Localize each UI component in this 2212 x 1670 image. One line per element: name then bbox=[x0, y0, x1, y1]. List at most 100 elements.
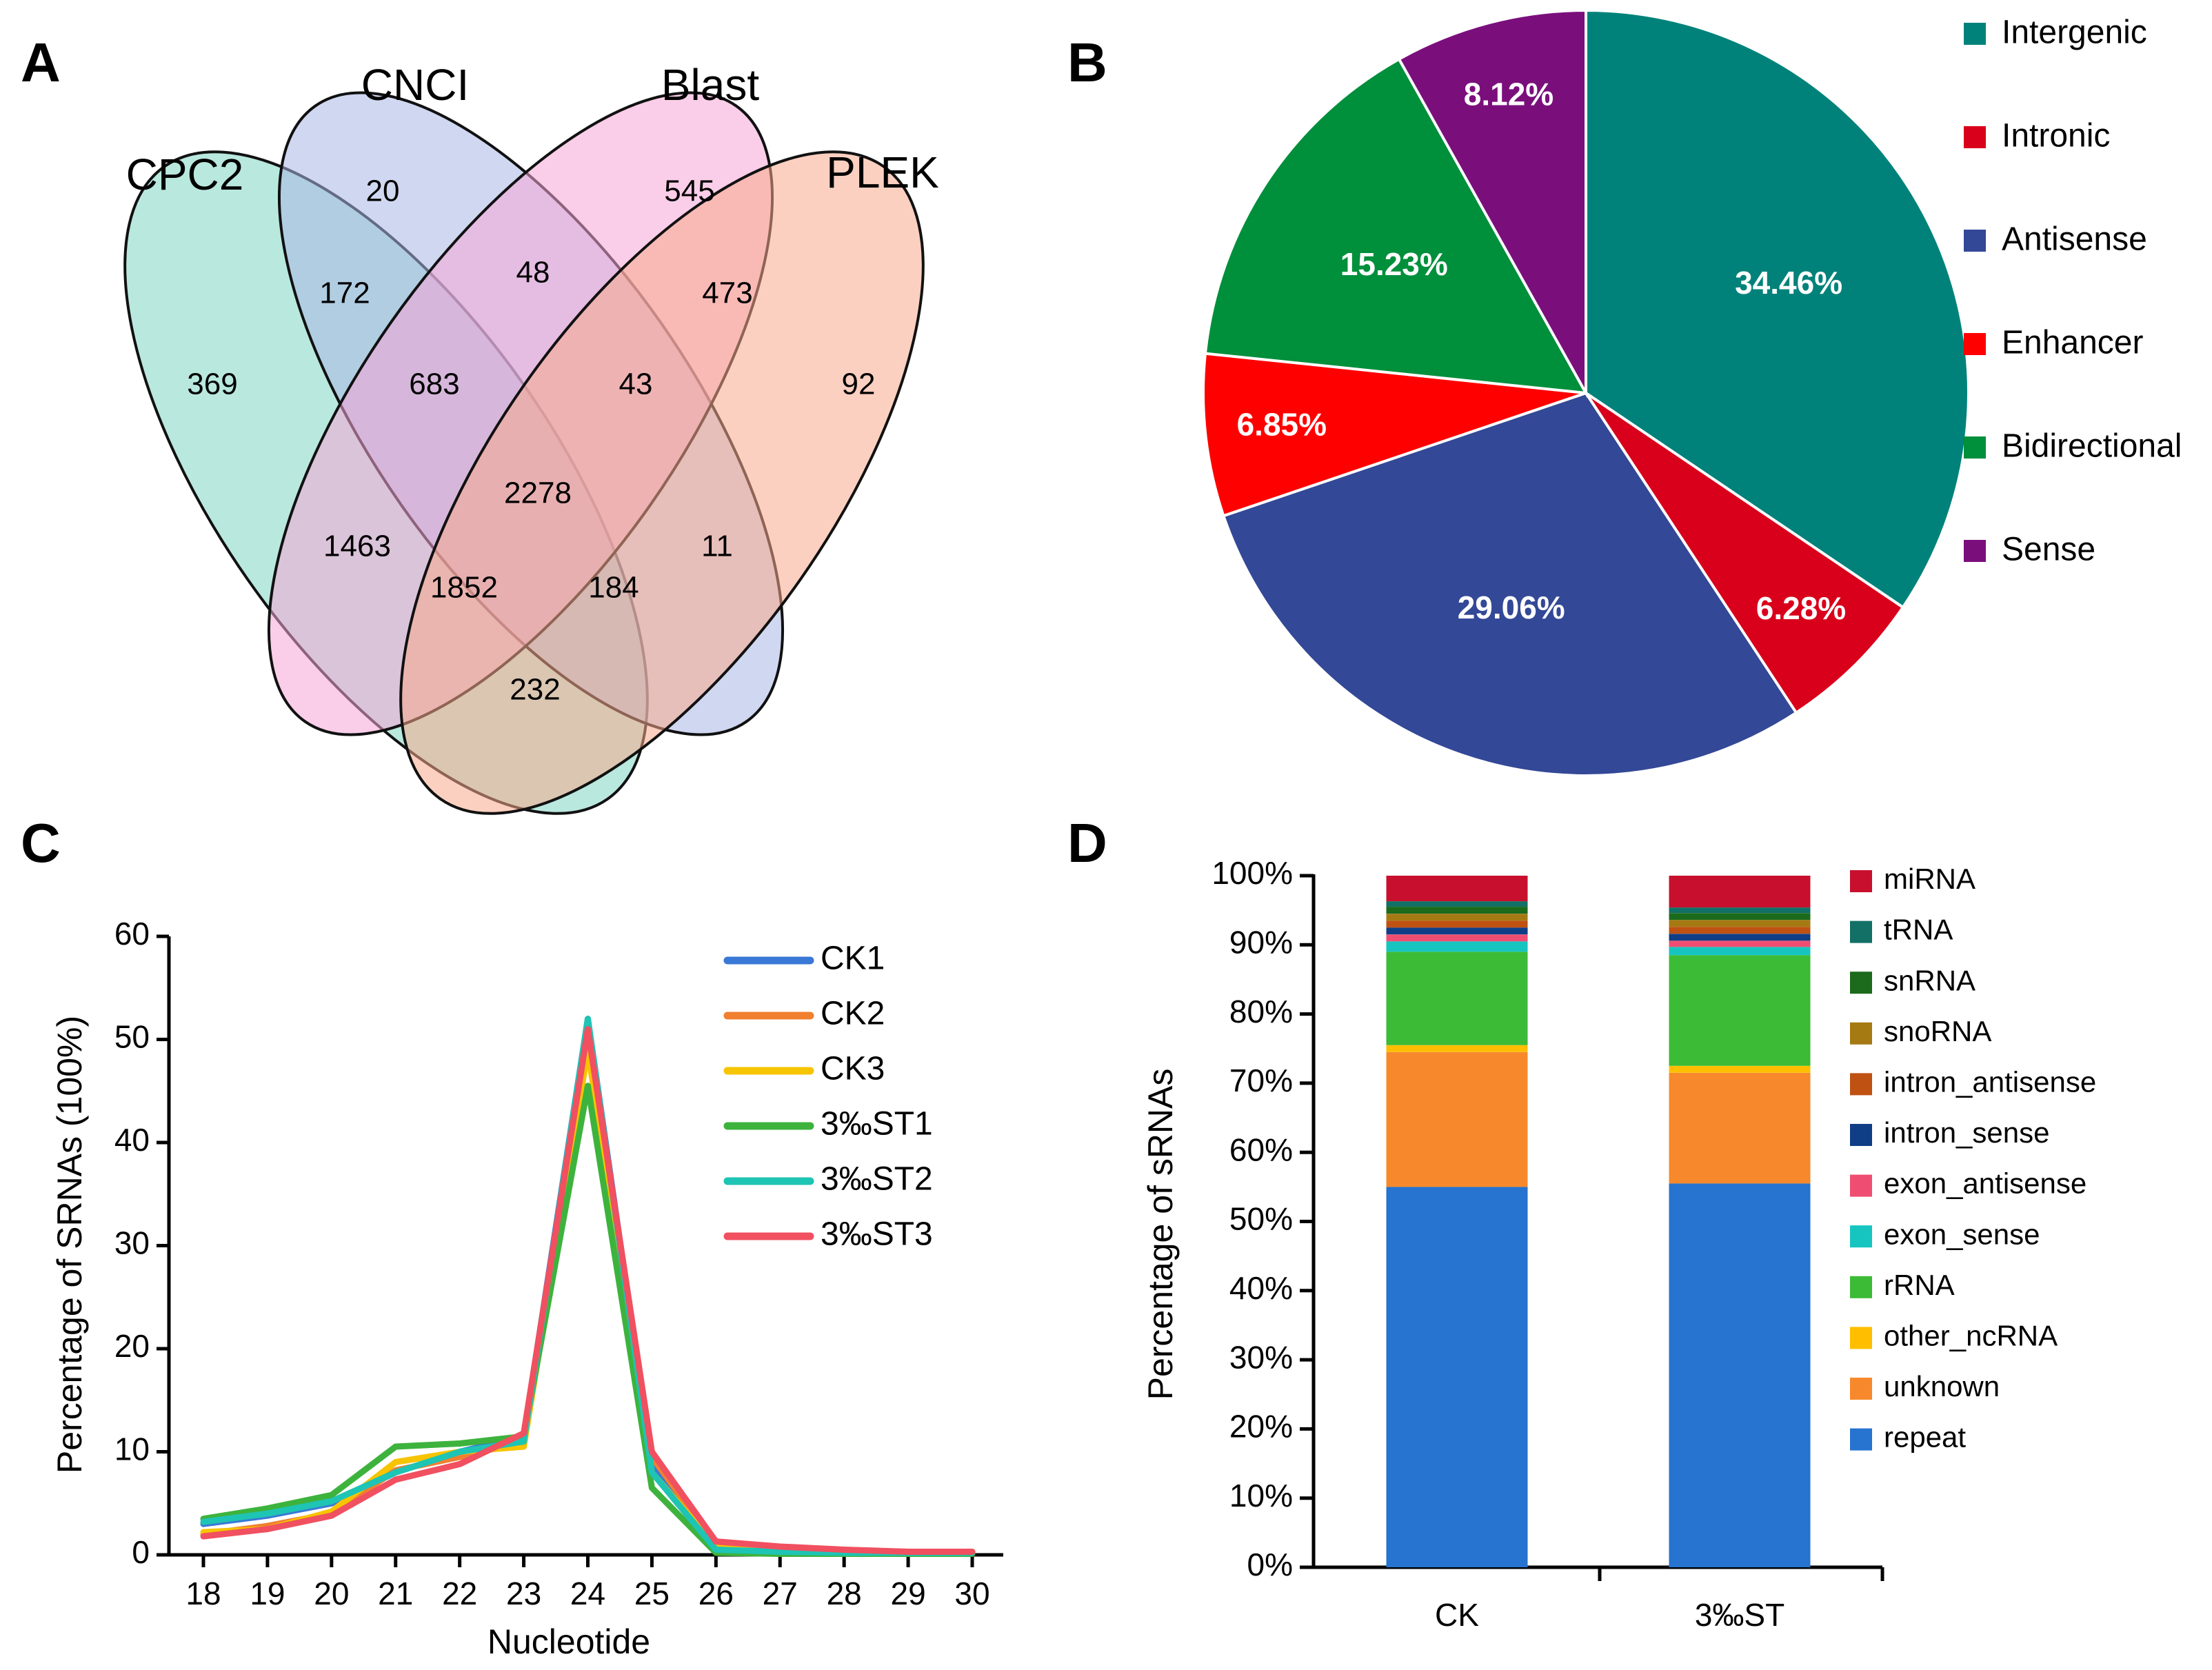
line-x-axis-title: Nucleotide bbox=[487, 1622, 650, 1661]
venn-region-cpc2-cnci-blast-plek: 2278 bbox=[504, 476, 572, 510]
bar-segment-3permilst-snrna bbox=[1669, 913, 1811, 920]
bar-y-tick-label: 40% bbox=[1229, 1270, 1293, 1306]
venn-region-cnci-plek: 11 bbox=[701, 530, 733, 563]
line-y-axis-title: Percentage of SRNAs (100%) bbox=[50, 1016, 89, 1473]
pie-slice-sense bbox=[1397, 8, 1587, 399]
bar-legend-swatch-exon-antisense bbox=[1850, 1174, 1872, 1197]
bar-segment-ck-exon-antisense bbox=[1386, 934, 1528, 942]
panel-c-line: C 0 10 20 30 40 50 60 18 19 20 21 22 23 24 25 26 27 28 29 3… bbox=[21, 812, 1003, 1661]
bar-legend-label-rrna: rRNA bbox=[1884, 1269, 1955, 1301]
pie-legend-label-bidirectional: Bidirectional bbox=[2002, 428, 2182, 465]
venn-label-cnci: CNCI bbox=[361, 60, 469, 110]
bar-segment-3permilst-mirna bbox=[1669, 876, 1811, 908]
venn-region-cpc2-cnci-blast: 683 bbox=[409, 368, 459, 401]
venn-label-plek: PLEK bbox=[826, 148, 939, 197]
line-x-tick-label: 20 bbox=[314, 1576, 349, 1611]
bar-category-label-3permilst: 3‰ST bbox=[1695, 1597, 1784, 1633]
bar-segment-ck-intron-antisense bbox=[1386, 920, 1528, 928]
bar-segment-ck-exon-sense bbox=[1386, 941, 1528, 952]
line-legend-label-ck1: CK1 bbox=[821, 940, 885, 977]
bar-legend-label-unknown: unknown bbox=[1884, 1370, 2000, 1402]
venn-region-plek: 92 bbox=[842, 368, 876, 401]
line-y-tick-label: 40 bbox=[114, 1122, 150, 1158]
line-legend-label-ck2: CK2 bbox=[821, 996, 885, 1032]
bar-segment-ck-repeat bbox=[1386, 1187, 1528, 1567]
panel-letter-c: C bbox=[21, 812, 61, 874]
bar-legend-label-snorna: snoRNA bbox=[1884, 1015, 1991, 1047]
pie-legend-swatch-intergenic bbox=[1964, 23, 1986, 45]
bar-segment-ck-rrna bbox=[1386, 952, 1528, 1045]
line-series-3permilst1 bbox=[200, 1083, 976, 1557]
pie-labels: 34.46% 6.28% 29.06% 6.85% 15.23% 8.12% bbox=[1237, 77, 1847, 627]
pie-legend-swatch-intronic bbox=[1964, 126, 1986, 148]
bar-legend-swatch-trna bbox=[1850, 920, 1872, 943]
pie-legend-label-intronic: Intronic bbox=[2002, 118, 2110, 154]
bar-legend-label-snrna: snRNA bbox=[1884, 964, 1975, 996]
bar-segment-3permilst-trna bbox=[1669, 907, 1811, 914]
bar-y-tick-label: 70% bbox=[1229, 1063, 1293, 1098]
pie-legend-swatch-antisense bbox=[1964, 230, 1986, 252]
bar-legend-swatch-intron-antisense bbox=[1850, 1073, 1872, 1096]
bar-segment-3permilst-intron-sense bbox=[1669, 934, 1811, 941]
pie-legend-swatch-bidirectional bbox=[1964, 436, 1986, 459]
pie-slices bbox=[1202, 8, 1970, 777]
pie-slice-intergenic bbox=[1585, 8, 1970, 610]
line-y-tick-label: 0 bbox=[132, 1534, 150, 1570]
bar-legend-label-intron-antisense: intron_antisense bbox=[1884, 1065, 2096, 1098]
bar-segment-ck-mirna bbox=[1386, 876, 1528, 902]
venn-region-cnci: 20 bbox=[366, 174, 400, 208]
pie-label-sense: 8.12% bbox=[1464, 77, 1554, 112]
bar-legend-label-exon-sense: exon_sense bbox=[1884, 1218, 2040, 1250]
pie-label-bidirectional: 15.23% bbox=[1340, 246, 1448, 282]
line-x-tick-label: 18 bbox=[185, 1576, 221, 1611]
line-legend-label-3permilst2: 3‰ST2 bbox=[821, 1161, 933, 1198]
bar-y-tick-label: 80% bbox=[1229, 994, 1293, 1029]
bar-segment-ck-intron-sense bbox=[1386, 927, 1528, 935]
bar-segment-3permilst-rrna bbox=[1669, 955, 1811, 1066]
line-legend-label-3permilst1: 3‰ST1 bbox=[821, 1106, 933, 1143]
bar-y-tick-label: 50% bbox=[1229, 1201, 1293, 1237]
bar-segment-3permilst-intron-antisense bbox=[1669, 927, 1811, 934]
venn-region-blast-plek: 473 bbox=[702, 276, 752, 310]
venn-label-cpc2: CPC2 bbox=[126, 150, 244, 199]
venn-ellipses bbox=[123, 91, 925, 815]
line-series-3permilst3 bbox=[200, 1026, 976, 1555]
bar-legend-swatch-repeat bbox=[1850, 1428, 1872, 1451]
pie-slice-intronic bbox=[1585, 392, 1905, 715]
venn-region-blast: 545 bbox=[664, 174, 714, 208]
venn-label-blast: Blast bbox=[661, 60, 760, 110]
bar-legend-swatch-unknown bbox=[1850, 1378, 1872, 1400]
bar-legend-swatch-rrna bbox=[1850, 1276, 1872, 1298]
line-series bbox=[200, 1016, 976, 1557]
line-y-tick-label: 10 bbox=[114, 1431, 150, 1467]
panel-letter-a: A bbox=[21, 32, 61, 93]
pie-label-enhancer: 6.85% bbox=[1237, 407, 1327, 443]
bar-legend-label-mirna: miRNA bbox=[1884, 863, 1975, 895]
venn-region-cpc2-blast: 1463 bbox=[323, 530, 391, 563]
pie-legend-label-sense: Sense bbox=[2002, 532, 2095, 568]
bar-y-tick-label: 90% bbox=[1229, 924, 1293, 960]
pie-slice-bidirectional bbox=[1203, 57, 1589, 395]
bar-segment-3permilst-exon-antisense bbox=[1669, 940, 1811, 947]
line-legend-label-3permilst3: 3‰ST3 bbox=[821, 1216, 933, 1253]
line-y-tick-label: 60 bbox=[114, 916, 150, 952]
bar-legend-swatch-exon-sense bbox=[1850, 1225, 1872, 1248]
line-y-tick-label: 50 bbox=[114, 1019, 150, 1055]
bar-segment-3permilst-repeat bbox=[1669, 1183, 1811, 1567]
venn-region-cpc2-plek: 232 bbox=[510, 673, 560, 707]
bar-legend-swatch-snorna bbox=[1850, 1022, 1872, 1045]
bar-y-tick-label: 60% bbox=[1229, 1131, 1293, 1167]
bar-segment-ck-snrna bbox=[1386, 907, 1528, 914]
bar-legend-swatch-intron-sense bbox=[1850, 1124, 1872, 1146]
bar-y-tick-label: 10% bbox=[1229, 1478, 1293, 1513]
panel-letter-b: B bbox=[1067, 32, 1107, 93]
line-x-tick-label: 29 bbox=[890, 1576, 925, 1611]
venn-region-cpc2-cnci-plek: 184 bbox=[588, 571, 639, 605]
pie-legend-label-intergenic: Intergenic bbox=[2002, 14, 2147, 51]
venn-region-cpc2: 369 bbox=[187, 368, 237, 401]
bar-legend-label-intron-sense: intron_sense bbox=[1884, 1116, 2050, 1149]
venn-region-cnci-blast: 48 bbox=[516, 256, 550, 290]
line-y-tick-label: 30 bbox=[114, 1225, 150, 1261]
venn-region-cpc2-cnci: 172 bbox=[319, 276, 370, 310]
bar-segment-ck-snorna bbox=[1386, 914, 1528, 921]
